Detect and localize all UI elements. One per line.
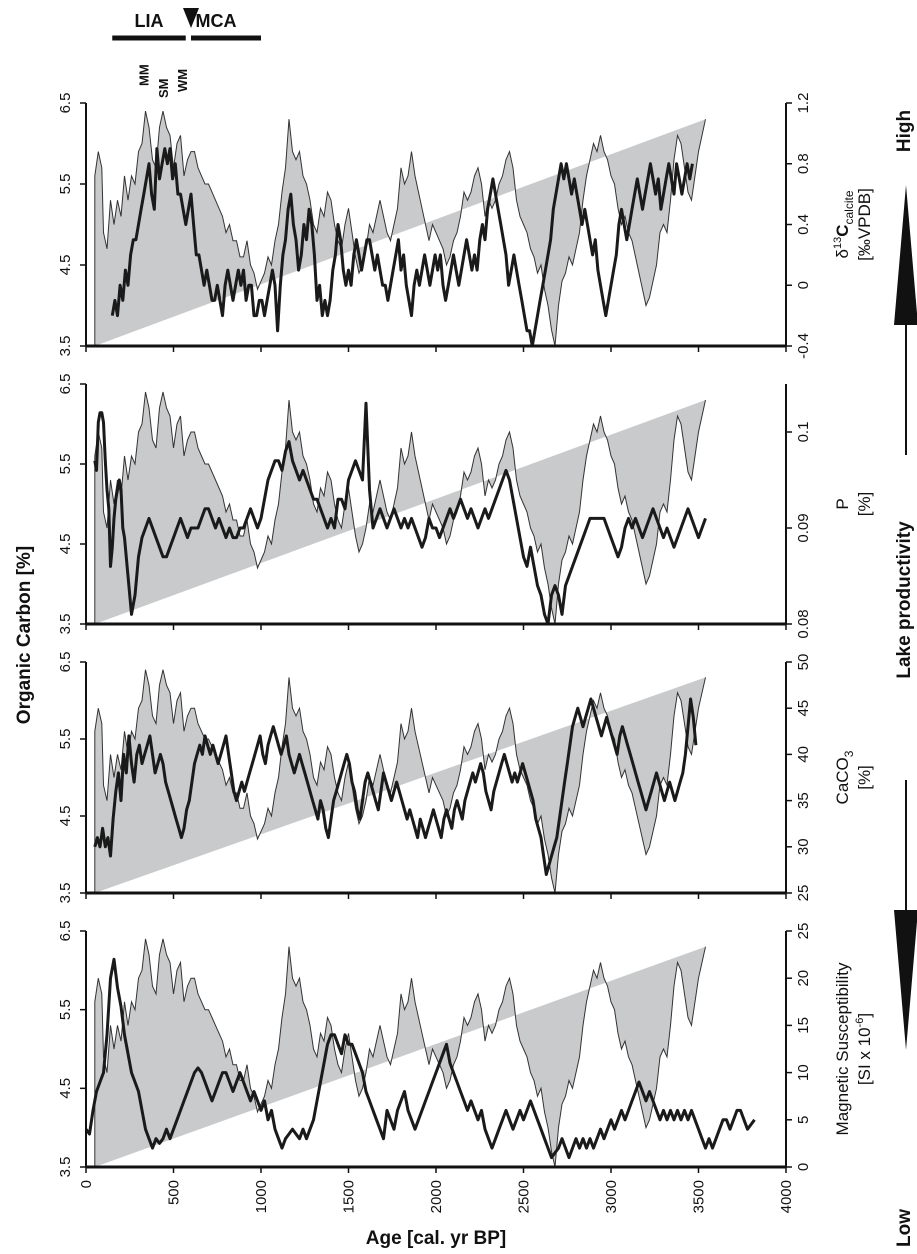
right-axis-title: Magnetic Susceptibility: [833, 962, 852, 1135]
right-axis-title-main: δ: [833, 249, 852, 258]
left-tick-label: 6.5: [57, 374, 74, 395]
right-axis-title-sub: calcite: [842, 190, 856, 224]
right-tick-label: 0: [795, 281, 812, 289]
x-tick-label: 1500: [341, 1180, 358, 1213]
left-tick-label: 6.5: [57, 921, 74, 942]
right-axis-title-main: Magnetic Susceptibility: [833, 962, 852, 1135]
panels: 3.5 4.5 5.5 6.5 -0.4 0 0.4 0.8 1.2 δ13Ccalcite [‰V…: [57, 93, 874, 1178]
left-tick-label: 3.5: [57, 1157, 74, 1178]
right-tick-label: 5: [795, 1116, 812, 1124]
right-tick-label: 10: [795, 1064, 812, 1081]
right-tick-label: 45: [795, 700, 812, 717]
right-tick-label: 25: [795, 885, 812, 902]
left-tick-label: 5.5: [57, 729, 74, 750]
left-tick-label: 4.5: [57, 1078, 74, 1099]
right-axis-unit: [%]: [855, 765, 874, 790]
proxy-series-line: [93, 401, 707, 626]
x-tick-label: 4000: [778, 1180, 795, 1213]
proxy-series-line: [84, 957, 756, 1160]
x-tick-label: 1000: [253, 1180, 270, 1213]
organic-carbon-area: [94, 391, 706, 625]
left-tick-label: 6.5: [57, 652, 74, 673]
mca-label: MCA: [196, 11, 237, 31]
left-tick-label: 4.5: [57, 255, 74, 276]
right-axis-title-bold: C: [833, 225, 852, 237]
x-tick-label: 3500: [691, 1180, 708, 1213]
right-tick-label: 35: [795, 792, 812, 809]
left-tick-label: 4.5: [57, 806, 74, 827]
x-axis: 0 500 1000 1500 2000 2500 3000 3500 4000: [78, 1180, 795, 1213]
event-label-sm: SM: [156, 79, 171, 99]
productivity-low-label: Low: [894, 1209, 915, 1247]
left-tick-label: 3.5: [57, 614, 74, 635]
productivity-annotation: High Low Lake productivity: [894, 110, 917, 1247]
right-tick-label: 15: [795, 1017, 812, 1034]
arrow-up-icon: [894, 185, 917, 325]
x-axis-title: Age [cal. yr BP]: [366, 1228, 506, 1249]
x-tick-label: 2500: [516, 1180, 533, 1213]
arrow-down-icon: [894, 910, 917, 1050]
right-axis-unit: [‰VPDB]: [855, 188, 874, 261]
left-tick-label: 4.5: [57, 534, 74, 555]
period-boundary-marker: [183, 8, 199, 28]
right-tick-label: 1.2: [795, 93, 812, 114]
organic-carbon-area: [94, 938, 706, 1168]
right-axis-title-sub: 3: [842, 750, 856, 757]
right-axis-unit-main: [%]: [855, 765, 874, 790]
right-tick-label: 0.09: [795, 513, 812, 542]
organic-carbon-area: [94, 110, 706, 347]
right-tick-label: 20: [795, 970, 812, 987]
right-axis-unit-main: [SI x 10: [855, 1027, 874, 1085]
panel-1: 3.5 4.5 5.5 6.5 -0.4 0 0.4 0.8 1.2 δ13Ccalcite [‰V…: [57, 93, 874, 359]
right-tick-label: 40: [795, 746, 812, 763]
right-axis-title-main: CaCO: [833, 757, 852, 804]
right-tick-label: 0: [795, 1163, 812, 1171]
x-tick-label: 3000: [603, 1180, 620, 1213]
x-tick-label: 0: [78, 1180, 95, 1188]
event-label-wm: WM: [175, 69, 190, 92]
panel-4: 3.5 4.5 5.5 6.5 0 5 10 15 20 25 Magnetic Susceptib…: [57, 921, 874, 1178]
left-axis-title: Organic Carbon [%]: [14, 546, 35, 724]
left-tick-label: 5.5: [57, 999, 74, 1020]
organic-carbon-area: [94, 669, 706, 894]
right-tick-label: 0.1: [795, 422, 812, 443]
right-axis-unit-sup: -6: [854, 1018, 866, 1028]
right-axis-title-sup: 13: [832, 237, 844, 249]
right-tick-label: 50: [795, 654, 812, 671]
x-tick-label: 500: [166, 1180, 183, 1205]
right-tick-label: 25: [795, 923, 812, 940]
right-tick-label: 0.08: [795, 609, 812, 638]
right-axis-unit-main: [‰VPDB]: [855, 188, 874, 261]
productivity-label: Lake productivity: [894, 521, 915, 679]
right-tick-label: 0.8: [795, 153, 812, 174]
lia-label: LIA: [135, 11, 164, 31]
right-axis-title-main: P: [833, 498, 852, 509]
event-label-mm: MM: [137, 64, 152, 86]
right-axis-unit-end: ]: [855, 1013, 874, 1018]
period-bar: LIA MCA: [112, 8, 261, 41]
left-tick-label: 5.5: [57, 454, 74, 475]
left-tick-label: 3.5: [57, 883, 74, 904]
right-axis-title: δ13Ccalcite: [832, 190, 856, 258]
left-tick-label: 3.5: [57, 336, 74, 357]
right-axis-title: P: [833, 498, 852, 509]
productivity-high-label: High: [894, 110, 915, 152]
right-axis-title: CaCO3: [833, 750, 856, 804]
right-tick-label: -0.4: [795, 333, 812, 359]
right-axis-unit-main: [%]: [855, 492, 874, 517]
proxy-series-line: [110, 147, 694, 348]
right-tick-label: 0.4: [795, 214, 812, 235]
proxy-series-line: [93, 697, 698, 876]
left-tick-label: 6.5: [57, 93, 74, 114]
x-tick-label: 2000: [428, 1180, 445, 1213]
left-tick-label: 5.5: [57, 174, 74, 195]
right-tick-label: 30: [795, 838, 812, 855]
right-axis-unit: [SI x 10-6]: [854, 1013, 874, 1085]
panel-2: 3.5 4.5 5.5 6.5 0.08 0.09 0.1 P [%]: [57, 374, 874, 639]
right-axis-unit: [%]: [855, 492, 874, 517]
